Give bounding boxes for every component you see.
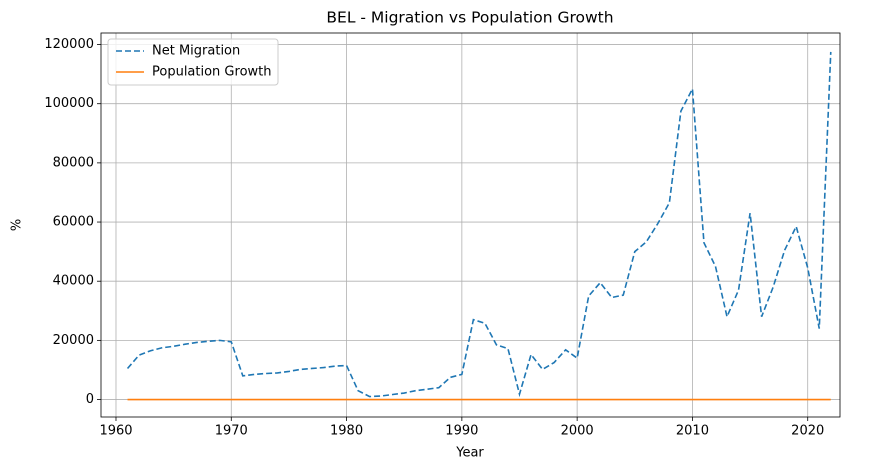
y-tick-label: 80000 — [53, 155, 94, 170]
y-tick-label: 40000 — [53, 274, 94, 289]
y-axis-label: % — [10, 219, 25, 231]
x-tick-label: 2020 — [791, 424, 824, 439]
x-tick-label: 2000 — [561, 424, 594, 439]
x-tick-label: 1990 — [445, 424, 478, 439]
y-tick-label: 100000 — [44, 96, 94, 111]
series-line — [126, 51, 832, 398]
x-tick-label: 1980 — [330, 424, 363, 439]
y-tick-label: 20000 — [53, 333, 94, 348]
x-axis-label: Year — [455, 446, 484, 461]
y-tick-label: 60000 — [53, 215, 94, 230]
legend-label: Population Growth — [152, 65, 272, 80]
legend-label: Net Migration — [152, 44, 240, 59]
x-tick-label: 1960 — [99, 424, 132, 439]
x-tick-label: 2010 — [676, 424, 709, 439]
chart-title: BEL - Migration vs Population Growth — [326, 9, 613, 27]
y-tick-label: 120000 — [44, 37, 94, 52]
x-tick-label: 1970 — [215, 424, 248, 439]
legend-box — [107, 38, 279, 86]
y-tick-label: 0 — [86, 392, 94, 407]
plot-frame — [100, 32, 841, 418]
